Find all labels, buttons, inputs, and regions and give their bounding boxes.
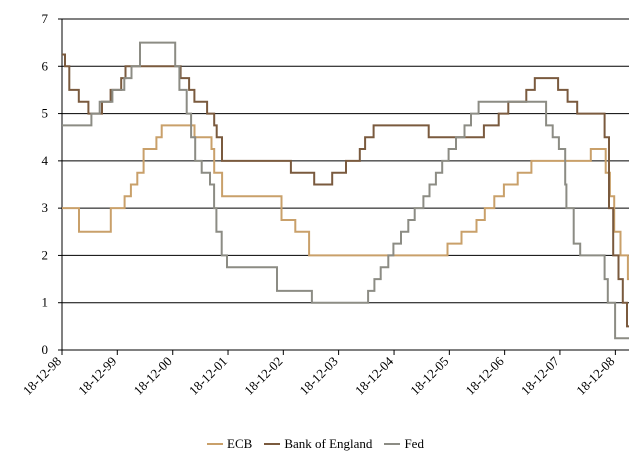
series-line-ecb xyxy=(62,124,629,281)
y-tick-labels: 0 1 2 3 4 5 6 7 xyxy=(42,11,49,357)
legend-item-ecb: ECB xyxy=(207,436,252,452)
x-tick-label-5: 18-12-03 xyxy=(296,354,340,398)
axes xyxy=(58,18,629,355)
x-tick-label-4: 18-12-02 xyxy=(241,354,285,398)
legend-swatch-ecb xyxy=(207,443,224,445)
legend-label-bank-of-england: Bank of England xyxy=(284,436,373,451)
x-tick-labels: 18-12-98 18-12-99 18-12-00 18-12-01 18-12-02… xyxy=(20,353,618,398)
x-tick-label-0: 18-12-98 xyxy=(20,354,64,398)
y-tick-label-6: 6 xyxy=(42,58,49,73)
x-tick-label-1: 18-12-99 xyxy=(75,354,119,398)
y-tick-label-4: 4 xyxy=(42,153,49,168)
x-tick-label-6: 18-12-04 xyxy=(352,353,397,398)
x-tick-label-8: 18-12-06 xyxy=(462,353,507,398)
legend-swatch-bank-of-england xyxy=(264,443,281,445)
legend-label-fed: Fed xyxy=(404,436,424,451)
x-tick-label-2: 18-12-00 xyxy=(131,354,175,398)
series-line-fed xyxy=(62,41,629,340)
legend-item-bank-of-england: Bank of England xyxy=(264,436,372,452)
y-tick-label-2: 2 xyxy=(42,247,49,262)
series-line-bank-of-england xyxy=(62,53,629,328)
y-tick-label-7: 7 xyxy=(42,11,49,26)
x-tick-label-10: 18-12-08 xyxy=(573,354,617,398)
series-lines xyxy=(62,41,629,340)
legend-label-ecb: ECB xyxy=(227,436,253,451)
y-tick-label-0: 0 xyxy=(42,342,49,357)
x-tick-label-3: 18-12-01 xyxy=(186,354,230,398)
legend: ECB Bank of England Fed xyxy=(0,434,631,454)
legend-swatch-fed xyxy=(384,443,401,445)
x-tick-label-9: 18-12-07 xyxy=(518,353,563,398)
y-tick-label-5: 5 xyxy=(42,106,49,121)
legend-item-fed: Fed xyxy=(384,436,424,452)
y-tick-label-1: 1 xyxy=(42,295,49,310)
x-tick-label-7: 18-12-05 xyxy=(407,354,451,398)
y-tick-label-3: 3 xyxy=(42,200,49,215)
